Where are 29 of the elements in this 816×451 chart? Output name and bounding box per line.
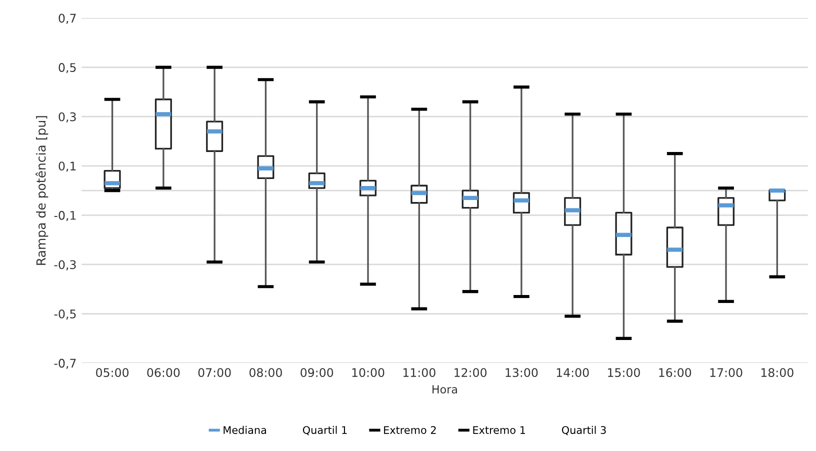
y-tick-label: -0,3 [54, 260, 76, 270]
y-tick-label: 0,7 [58, 14, 76, 24]
x-tick-label: 09:00 [300, 368, 334, 378]
text: Extremo 1 [473, 426, 525, 434]
y-tick-label: 0,3 [58, 112, 76, 122]
x-tick-label: 08:00 [249, 368, 282, 378]
x-tick-label: 15:00 [608, 368, 640, 378]
x-tick-label: 10:00 [352, 368, 384, 378]
y-tick-label: -0,1 [54, 210, 76, 222]
y-tick-label: 0,5 [58, 63, 76, 74]
x-axis-title: Hora [432, 385, 457, 394]
x-tick-label: 17:00 [710, 368, 742, 378]
text: Extremo 2 [384, 426, 436, 434]
x-tick-label: 16:00 [659, 368, 692, 378]
x-tick-label: 14:00 [556, 368, 589, 378]
x-tick-label: 07:00 [198, 368, 231, 378]
y-tick-label: -0,5 [54, 309, 76, 320]
y-tick-label: -0,7 [54, 358, 76, 369]
text: Mediana [224, 426, 266, 434]
y-axis-title: Rampa de potência [pu] [36, 116, 48, 265]
y-tick-label: 0,1 [58, 162, 76, 172]
text: Quartil 1 [302, 426, 347, 436]
x-tick-label: 13:00 [506, 368, 538, 378]
x-tick-label: 05:00 [96, 368, 129, 378]
x-tick-label: 18:00 [761, 368, 794, 378]
text: Quartil 3 [562, 426, 606, 436]
x-tick-label: 11:00 [403, 368, 436, 378]
x-tick-label: 06:00 [147, 368, 180, 378]
x-tick-label: 12:00 [454, 368, 487, 378]
